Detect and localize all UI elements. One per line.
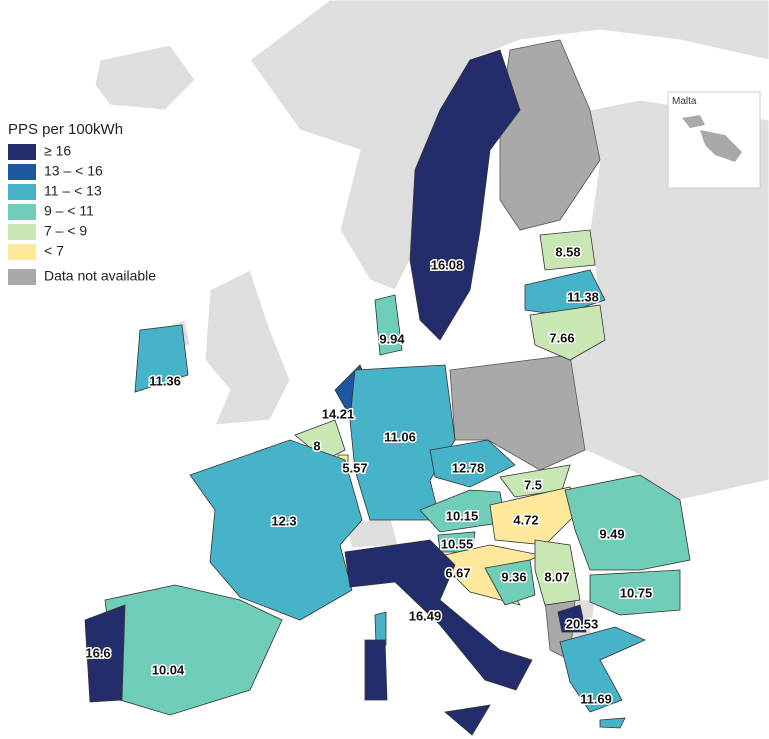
- legend-title: PPS per 100kWh: [8, 121, 123, 138]
- region-label: 5.57: [342, 460, 367, 475]
- labels: 16.08 8.58 11.38 7.66 9.94 11.36 14.21 8 5.57 11.…: [84, 243, 654, 708]
- region-label: 4.72: [513, 512, 538, 527]
- region-label: 11.06: [384, 429, 416, 444]
- legend-swatch: [8, 269, 36, 285]
- region: [429, 439, 516, 488]
- region: [189, 439, 387, 646]
- region: [529, 304, 606, 361]
- malta-inset: Malta: [667, 91, 761, 189]
- region-label: 14.21: [322, 406, 355, 421]
- region-label: 20.53: [566, 616, 599, 631]
- region: [534, 539, 581, 606]
- legend-swatch: [8, 244, 36, 260]
- region-label: 8: [313, 438, 320, 453]
- region: [489, 486, 581, 546]
- region: [559, 626, 646, 729]
- region: [484, 559, 536, 606]
- region-label: 9.94: [379, 331, 405, 346]
- region-label: 12.78: [452, 460, 485, 475]
- region: [374, 294, 403, 356]
- uk: [204, 269, 291, 426]
- region-label: 10.15: [446, 508, 479, 523]
- region-label: 11.38: [567, 289, 599, 304]
- region-label: 7.5: [524, 477, 542, 492]
- region-label: 10.04: [152, 662, 185, 677]
- region: [539, 229, 596, 271]
- legend-swatch: [8, 144, 36, 160]
- region-label: 16.6: [85, 645, 110, 660]
- region: [557, 604, 587, 633]
- region-label: 8.07: [544, 569, 569, 584]
- gozo: [682, 115, 705, 128]
- region-label: 12.3: [271, 513, 296, 528]
- region-label: 11.69: [580, 691, 612, 706]
- legend-label: 9 – < 11: [44, 203, 94, 219]
- region-label: 8.58: [555, 244, 580, 259]
- legend-swatch: [8, 204, 36, 220]
- legend-label: < 7: [44, 243, 64, 259]
- region: [344, 539, 533, 736]
- region-label: 16.08: [431, 257, 464, 272]
- legend-label: 7 – < 9: [44, 223, 87, 239]
- legend-label: ≥ 16: [44, 143, 71, 159]
- region-label: 10.75: [620, 585, 653, 600]
- finland: [499, 39, 601, 231]
- legend-swatch: [8, 164, 36, 180]
- legend-label: Data not available: [44, 268, 156, 284]
- legend-label: 13 – < 16: [44, 163, 103, 179]
- legend: PPS per 100kWh ≥ 16 13 – < 16 11 – < 13 9 –…: [8, 121, 156, 285]
- region-label: 7.66: [549, 330, 574, 345]
- region: [409, 49, 521, 341]
- inset-label: Malta: [672, 96, 697, 107]
- region-label: 11.36: [149, 373, 181, 388]
- malta: [700, 130, 742, 162]
- region-label: 16.49: [409, 608, 442, 623]
- region: [589, 569, 681, 616]
- region-label: 6.67: [445, 565, 470, 580]
- region-label: 9.49: [599, 526, 624, 541]
- legend-label: 11 – < 13: [44, 183, 102, 199]
- legend-swatch: [8, 224, 36, 240]
- legend-swatch: [8, 184, 36, 200]
- region-label: 9.36: [501, 569, 526, 584]
- region: [84, 604, 126, 703]
- regions: [84, 49, 691, 736]
- region: [564, 474, 691, 571]
- region: [134, 324, 189, 393]
- region-label: 10.55: [441, 536, 474, 551]
- iceland: [94, 44, 196, 111]
